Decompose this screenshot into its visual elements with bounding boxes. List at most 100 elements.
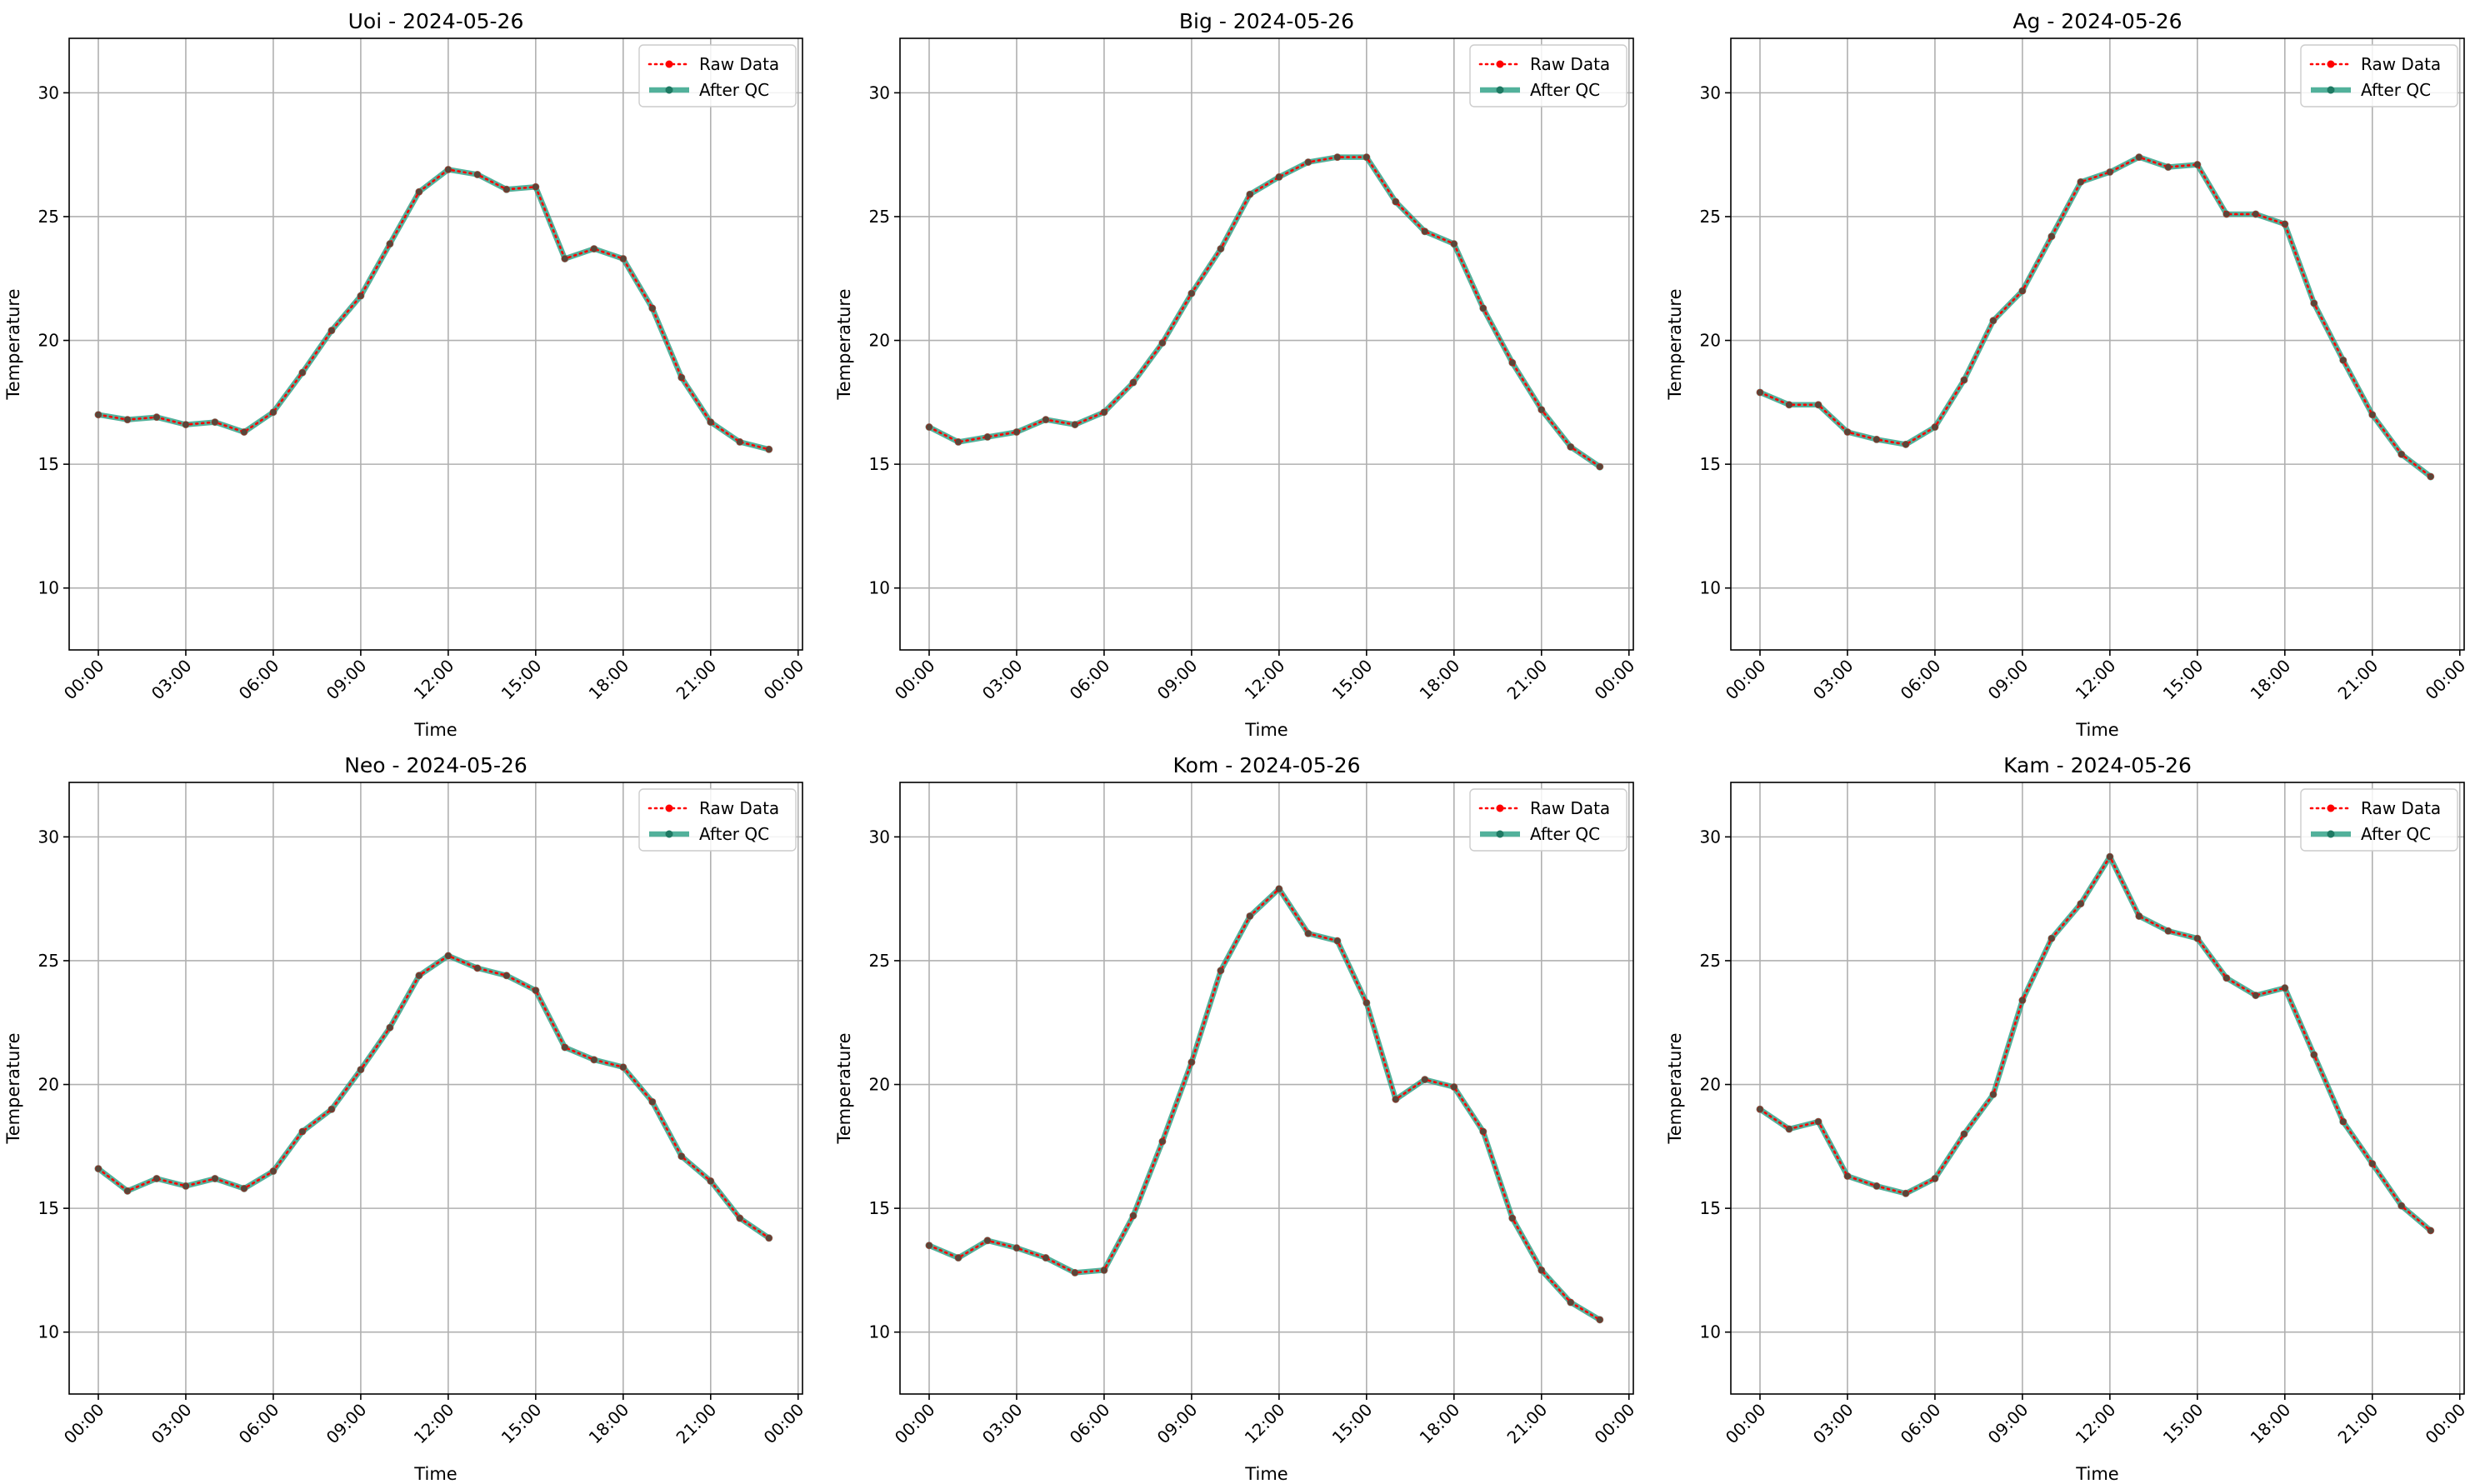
x-tick-label: 09:00 xyxy=(1984,1400,2032,1448)
data-point-marker xyxy=(708,419,714,426)
data-point-marker xyxy=(766,446,772,452)
data-point-marker xyxy=(2107,853,2113,860)
y-tick-label: 20 xyxy=(1700,331,1721,351)
legend-label-raw-data: Raw Data xyxy=(699,54,779,74)
x-axis-label: Time xyxy=(1244,1464,1288,1484)
data-point-marker xyxy=(2369,1161,2376,1167)
y-axis-label: Temperature xyxy=(1665,288,1685,400)
legend-marker-raw-data xyxy=(665,804,673,812)
data-point-marker xyxy=(270,409,277,416)
data-point-marker xyxy=(503,972,510,979)
y-tick-label: 15 xyxy=(1700,454,1721,474)
y-tick-label: 15 xyxy=(1700,1198,1721,1218)
y-tick-label: 20 xyxy=(38,1075,59,1095)
x-tick-label: 12:00 xyxy=(2072,1400,2120,1448)
y-axis-label: Temperature xyxy=(834,1032,854,1144)
data-point-marker xyxy=(2165,163,2172,171)
y-tick-label: 15 xyxy=(869,1198,890,1218)
data-point-marker xyxy=(1334,937,1341,944)
x-tick-label: 18:00 xyxy=(1416,656,1464,704)
data-point-marker xyxy=(2340,357,2347,363)
data-point-marker xyxy=(2311,300,2318,307)
legend: Raw Data After QC xyxy=(1469,44,1628,107)
data-point-marker xyxy=(2194,161,2201,168)
chart-panel: 10 15 20 25 30 00:00 03:00 06:00 09:00 12:00 15:00… xyxy=(834,753,1638,1484)
data-point-marker xyxy=(503,186,510,192)
series-line-after-qc xyxy=(98,167,770,452)
data-point-marker xyxy=(328,1106,335,1112)
chart-panel: 10 15 20 25 30 00:00 03:00 06:00 09:00 12:00 15:00… xyxy=(1665,753,2469,1484)
y-tick-label: 20 xyxy=(869,331,890,351)
data-point-marker xyxy=(926,423,932,431)
x-tick-label: 06:00 xyxy=(235,1400,283,1448)
chart-panel: 10 15 20 25 30 00:00 03:00 06:00 09:00 12:00 15:00… xyxy=(834,9,1638,740)
data-point-marker xyxy=(182,421,189,428)
data-point-marker xyxy=(708,1177,714,1185)
data-point-marker xyxy=(1188,1059,1195,1066)
data-point-marker xyxy=(1042,1254,1049,1262)
data-point-marker xyxy=(1990,1091,1997,1098)
data-point-marker xyxy=(1188,290,1195,297)
y-tick-label: 25 xyxy=(38,951,59,971)
x-tick-label: 03:00 xyxy=(1809,1400,1858,1448)
y-tick-label: 10 xyxy=(38,1322,59,1342)
x-tick-label: 03:00 xyxy=(1809,656,1858,704)
x-tick-label: 12:00 xyxy=(1241,1400,1289,1448)
data-point-marker xyxy=(2136,912,2142,920)
x-tick-label: 09:00 xyxy=(1153,1400,1202,1448)
x-tick-label: 18:00 xyxy=(2247,656,2295,704)
data-point-marker xyxy=(2428,1227,2434,1234)
data-point-marker xyxy=(926,1242,932,1249)
data-point-marker xyxy=(1422,228,1428,235)
data-point-marker xyxy=(2311,1052,2318,1058)
legend-label-raw-data: Raw Data xyxy=(1530,798,1610,818)
data-point-marker xyxy=(1932,1175,1938,1182)
data-point-marker xyxy=(299,1128,306,1135)
data-point-marker xyxy=(1480,305,1487,312)
series-line-raw-data xyxy=(97,168,771,451)
legend: Raw Data After QC xyxy=(1469,788,1628,852)
data-point-marker xyxy=(1218,245,1224,252)
data-point-marker xyxy=(1786,1126,1792,1132)
chart-panel: 10 15 20 25 30 00:00 03:00 06:00 09:00 12:00 15:00… xyxy=(1665,9,2469,740)
data-point-marker xyxy=(2340,1118,2347,1125)
data-point-marker xyxy=(1101,409,1108,416)
data-point-marker xyxy=(678,374,685,381)
series-line-raw-data xyxy=(1758,156,2432,478)
y-tick-label: 10 xyxy=(1700,1322,1721,1342)
y-tick-label: 30 xyxy=(869,827,890,847)
x-tick-label: 12:00 xyxy=(410,1400,458,1448)
x-tick-label: 00:00 xyxy=(1722,1400,1770,1448)
data-point-marker xyxy=(984,433,991,441)
x-tick-label: 18:00 xyxy=(585,656,633,704)
y-tick-label: 30 xyxy=(38,827,59,847)
data-point-marker xyxy=(2019,287,2026,294)
legend-marker-after-qc xyxy=(1496,86,1504,94)
data-point-marker xyxy=(955,438,962,445)
data-point-marker xyxy=(416,972,422,979)
x-tick-label: 15:00 xyxy=(498,1400,546,1448)
x-tick-label: 03:00 xyxy=(978,1400,1027,1448)
legend-marker-raw-data xyxy=(2327,60,2335,68)
series-line-raw-data xyxy=(1758,854,2432,1232)
data-point-marker xyxy=(2282,221,2288,227)
data-point-marker xyxy=(532,183,539,190)
data-point-marker xyxy=(1072,1269,1078,1276)
data-point-marker xyxy=(2165,927,2172,934)
data-point-marker xyxy=(1538,407,1545,413)
data-point-marker xyxy=(1844,1172,1851,1180)
x-axis-label: Time xyxy=(2075,720,2118,740)
y-tick-label: 10 xyxy=(38,578,59,598)
data-point-marker xyxy=(591,1057,598,1063)
legend-marker-raw-data xyxy=(665,60,673,68)
legend: Raw Data After QC xyxy=(2300,788,2458,852)
data-point-marker xyxy=(1422,1076,1428,1083)
data-point-marker xyxy=(124,417,131,423)
y-tick-label: 30 xyxy=(1700,827,1721,847)
x-tick-label: 21:00 xyxy=(672,1400,721,1448)
data-point-marker xyxy=(1873,1182,1880,1189)
axes-frame xyxy=(1730,37,2465,651)
data-point-marker xyxy=(1392,198,1399,205)
x-tick-label: 06:00 xyxy=(1066,1400,1114,1448)
legend-label-after-qc: After QC xyxy=(699,824,769,844)
